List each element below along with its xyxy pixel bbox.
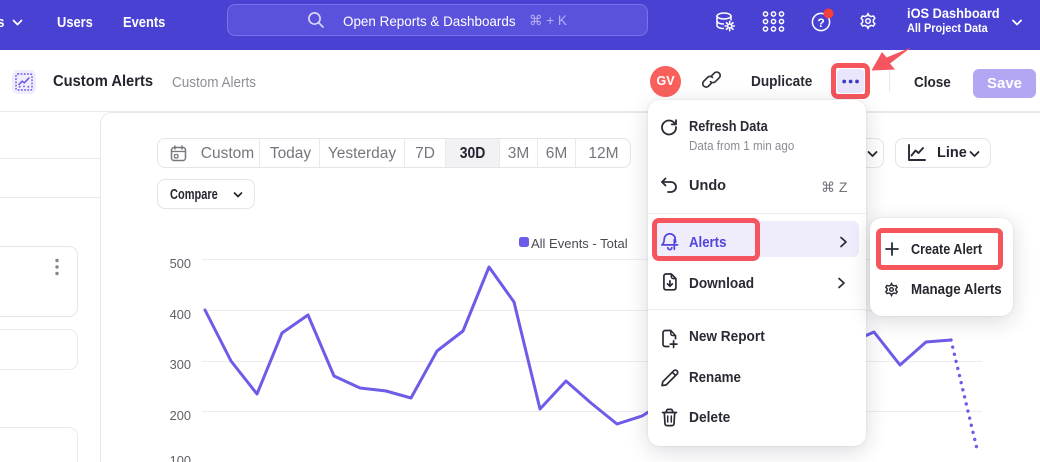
svg-text:?: ? [817, 16, 824, 30]
